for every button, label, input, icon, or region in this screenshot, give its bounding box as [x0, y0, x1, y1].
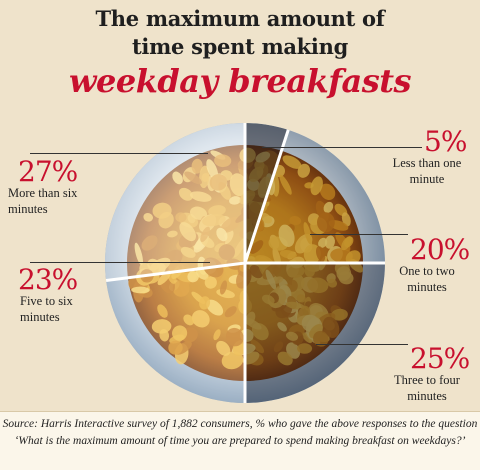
- slice-pct-5: 5%: [424, 125, 467, 158]
- slice-divider: [105, 261, 246, 283]
- slice-label-line: minutes: [20, 310, 60, 324]
- pie-slice: [105, 123, 245, 281]
- slice-label-line: Five to six: [20, 294, 73, 308]
- slice-label-line: Three to four: [394, 373, 460, 387]
- title-accent: weekday breakfasts: [68, 62, 412, 100]
- slice-label-five-to-six: Five to six minutes: [20, 293, 130, 325]
- slice-label-three-to-four: Three to four minutes: [372, 372, 480, 404]
- leader-line: [30, 153, 208, 154]
- slice-label-less-than-one: Less than one minute: [372, 155, 480, 187]
- source-line-1: Source: Harris Interactive survey of 1,8…: [2, 418, 478, 430]
- slice-label-line: minutes: [407, 280, 447, 294]
- slice-pct-23: 23%: [18, 263, 78, 296]
- leader-line: [30, 262, 210, 263]
- leader-line: [316, 344, 408, 345]
- slice-label-line: Less than one: [392, 156, 462, 170]
- pie-slice: [245, 129, 385, 263]
- source-line-2: ‘What is the maximum amount of time you …: [14, 435, 466, 447]
- slice-pct-25: 25%: [410, 342, 470, 375]
- pie-slice: [106, 263, 245, 403]
- title-line-1: The maximum amount of: [95, 6, 385, 31]
- slice-label-line: minutes: [8, 202, 48, 216]
- slice-divider: [243, 129, 290, 264]
- source-note: Source: Harris Interactive survey of 1,8…: [0, 411, 480, 470]
- slice-pct-27: 27%: [18, 155, 78, 188]
- slice-label-line: More than six: [8, 186, 78, 200]
- slice-label-more-than-six: More than six minutes: [8, 185, 118, 217]
- slice-label-line: minutes: [407, 389, 447, 403]
- title-line-2: time spent making: [132, 34, 348, 59]
- leader-line: [310, 234, 408, 235]
- pie-slice: [245, 263, 385, 403]
- slice-pct-20: 20%: [410, 233, 470, 266]
- leader-line: [262, 147, 422, 148]
- slice-label-one-to-two: One to two minutes: [372, 263, 480, 295]
- slice-label-line: minute: [409, 172, 445, 186]
- slice-label-line: One to two: [399, 264, 455, 278]
